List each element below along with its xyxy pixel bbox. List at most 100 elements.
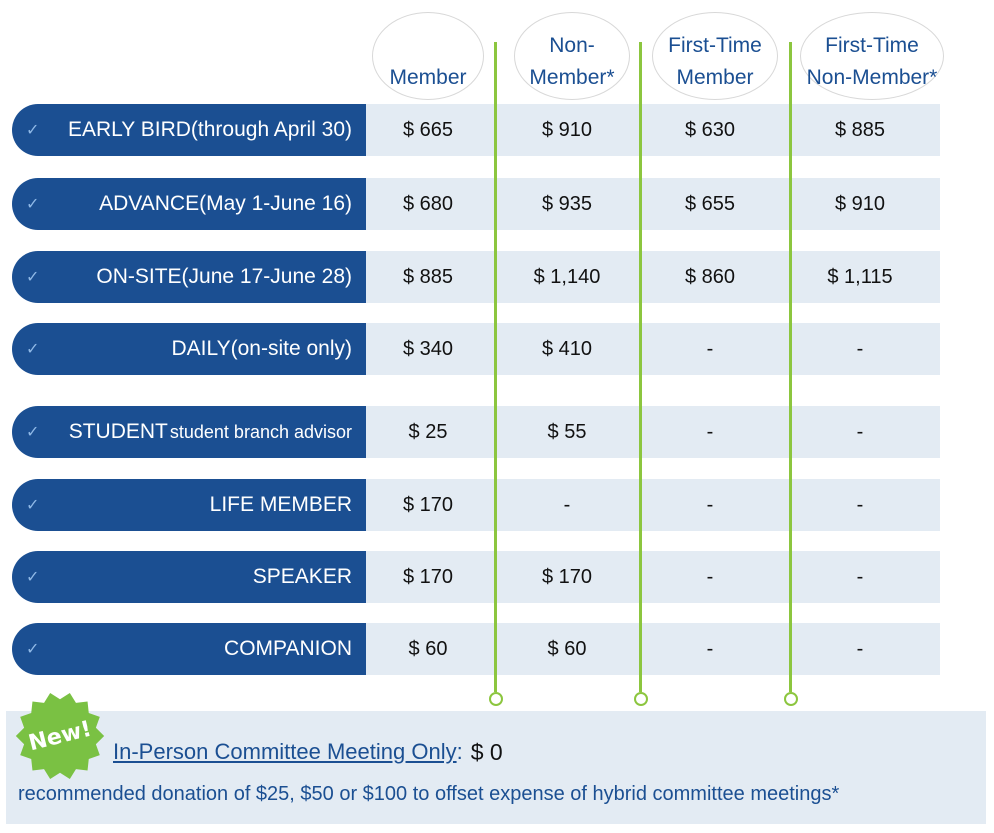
price-cell: -	[856, 493, 864, 516]
table-row: ✓ COMPANION $ 60 $ 60 - -	[12, 623, 940, 675]
row-background	[362, 104, 940, 156]
row-label-sub: student branch advisor	[169, 421, 352, 442]
donation-note: recommended donation of $25, $50 or $100…	[18, 782, 840, 805]
row-label-pill: ✓ EARLY BIRD (through April 30)	[12, 104, 366, 156]
row-background	[362, 178, 940, 230]
price-cell: -	[706, 420, 714, 443]
price-cell: -	[856, 420, 864, 443]
price-cell: $ 910	[834, 192, 886, 215]
price-cell: $ 410	[541, 337, 593, 360]
price-cell: -	[563, 493, 571, 516]
row-label: DAILY (on-site only)	[171, 323, 352, 375]
row-background	[362, 623, 940, 675]
row-background	[362, 323, 940, 375]
checkmark-icon: ✓	[26, 569, 40, 586]
price-cell: $ 1,115	[827, 265, 893, 288]
column-header-label: First-Time Member	[668, 34, 762, 89]
committee-meeting-price: $ 0	[470, 738, 503, 765]
column-header-non-member: Non- Member*	[510, 10, 634, 102]
row-label-main: SPEAKER	[252, 565, 352, 588]
row-label-pill: ✓ SPEAKER	[12, 551, 366, 603]
row-label-pill: ✓ DAILY (on-site only)	[12, 323, 366, 375]
column-header-member: Member	[368, 10, 488, 102]
row-label: ADVANCE (May 1-June 16)	[99, 178, 352, 230]
checkmark-icon: ✓	[26, 641, 40, 658]
price-cell: $ 860	[684, 265, 736, 288]
column-header-label: First-Time Non-Member*	[806, 34, 938, 89]
table-row: ✓ LIFE MEMBER $ 170 - - -	[12, 479, 940, 531]
checkmark-icon: ✓	[26, 196, 40, 213]
row-background	[362, 406, 940, 458]
row-label-pill: ✓ LIFE MEMBER	[12, 479, 366, 531]
row-label-main: COMPANION	[224, 637, 352, 660]
row-label: COMPANION	[224, 623, 352, 675]
footer-panel	[6, 711, 986, 824]
price-cell: -	[706, 493, 714, 516]
committee-meeting-link[interactable]: In-Person Committee Meeting Only	[113, 739, 457, 764]
column-header-label: Non- Member*	[529, 34, 615, 89]
row-label-sub: (through April 30)	[190, 118, 352, 141]
row-label-main: ADVANCE	[99, 192, 200, 215]
table-row: ✓ ON-SITE (June 17-June 28) $ 885 $ 1,140 $ …	[12, 251, 940, 303]
row-label-sub: (May 1-June 16)	[199, 192, 352, 215]
divider-end-dot	[489, 692, 503, 706]
price-cell: $ 60	[408, 637, 448, 660]
price-cell: -	[856, 337, 864, 360]
table-row: ✓ DAILY (on-site only) $ 340 $ 410 - -	[12, 323, 940, 375]
committee-meeting-colon: :	[456, 739, 463, 764]
price-cell: $ 885	[834, 118, 886, 141]
price-cell: $ 170	[402, 493, 454, 516]
new-badge-starburst-icon	[15, 692, 105, 780]
row-label-main: STUDENT	[68, 420, 168, 443]
column-divider	[789, 42, 792, 692]
price-cell: $ 340	[402, 337, 454, 360]
price-cell: $ 170	[402, 565, 454, 588]
row-label-main: ON-SITE	[96, 265, 182, 288]
price-cell: $ 1,140	[533, 265, 601, 288]
row-label: ON-SITE (June 17-June 28)	[96, 251, 352, 303]
table-row: ✓ ADVANCE (May 1-June 16) $ 680 $ 935 $ 655 $…	[12, 178, 940, 230]
row-label: STUDENT student branch advisor	[69, 406, 352, 458]
row-label-pill: ✓ ADVANCE (May 1-June 16)	[12, 178, 366, 230]
row-label-pill: ✓ COMPANION	[12, 623, 366, 675]
price-cell: -	[706, 637, 714, 660]
price-cell: -	[856, 565, 864, 588]
price-cell: $ 910	[541, 118, 593, 141]
row-label-main: EARLY BIRD	[67, 118, 191, 141]
checkmark-icon: ✓	[26, 122, 40, 139]
row-label-main: LIFE MEMBER	[209, 493, 352, 516]
price-cell: $ 25	[408, 420, 448, 443]
price-cell: $ 885	[402, 265, 454, 288]
row-background	[362, 479, 940, 531]
row-label-pill: ✓ ON-SITE (June 17-June 28)	[12, 251, 366, 303]
price-cell: $ 665	[402, 118, 454, 141]
row-background	[362, 551, 940, 603]
column-divider	[494, 42, 497, 692]
table-row: ✓ EARLY BIRD (through April 30) $ 665 $ 910…	[12, 104, 940, 156]
row-background	[362, 251, 940, 303]
column-header-first-time-member: First-Time Member	[648, 10, 782, 102]
price-cell: -	[706, 337, 714, 360]
table-row: ✓ STUDENT student branch advisor $ 25 $ 55 - -	[12, 406, 940, 458]
table-row: ✓ SPEAKER $ 170 $ 170 - -	[12, 551, 940, 603]
checkmark-icon: ✓	[26, 269, 40, 286]
column-header-label: Member	[389, 66, 467, 89]
price-cell: $ 170	[541, 565, 593, 588]
price-cell: $ 55	[547, 420, 587, 443]
price-cell: -	[856, 637, 864, 660]
column-header-first-time-non-member: First-Time Non-Member*	[796, 10, 948, 102]
committee-meeting-line: In-Person Committee Meeting Only : $ 0	[113, 734, 503, 770]
price-cell: $ 935	[541, 192, 593, 215]
price-cell: $ 655	[684, 192, 736, 215]
row-label: EARLY BIRD (through April 30)	[68, 104, 352, 156]
price-cell: $ 630	[684, 118, 736, 141]
checkmark-icon: ✓	[26, 424, 40, 441]
divider-end-dot	[634, 692, 648, 706]
row-label-sub: (on-site only)	[230, 337, 352, 360]
row-label-sub: (June 17-June 28)	[181, 265, 352, 288]
row-label-pill: ✓ STUDENT student branch advisor	[12, 406, 366, 458]
column-divider	[639, 42, 642, 692]
price-cell: $ 60	[547, 637, 587, 660]
price-cell: $ 680	[402, 192, 454, 215]
checkmark-icon: ✓	[26, 341, 40, 358]
